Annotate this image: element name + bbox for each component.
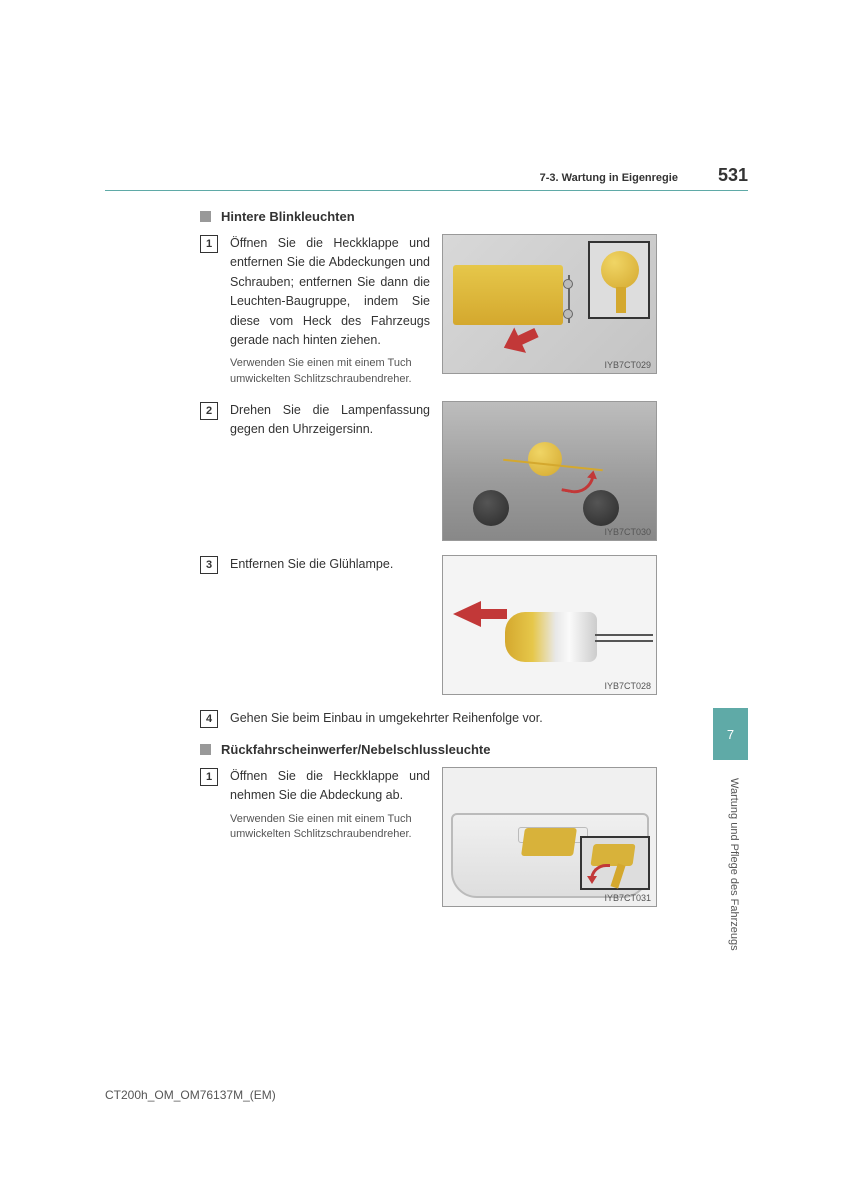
manual-page: 7-3. Wartung in Eigenregie 531 Hintere B… [0, 0, 848, 907]
inset-detail [580, 836, 650, 890]
section-heading: Rückfahrscheinwerfer/Nebelschlussleuchte [200, 742, 748, 757]
page-number: 531 [718, 165, 748, 186]
pull-arrow-shaft-icon [479, 609, 507, 619]
pull-arrow-head-icon [453, 601, 481, 627]
chapter-label: Wartung und Pflege des Fahrzeugs [728, 778, 740, 951]
screw-hole-icon [563, 279, 573, 289]
wire-icon [595, 640, 653, 642]
figure-tailgate-cover: IYB7CT031 [442, 767, 657, 907]
document-footer: CT200h_OM_OM76137M_(EM) [105, 1088, 276, 1102]
cover-panel-icon [590, 844, 635, 866]
figure-id: IYB7CT028 [604, 681, 651, 691]
section-title: Rückfahrscheinwerfer/Nebelschlussleuchte [221, 742, 491, 757]
screw-hole-icon [563, 309, 573, 319]
square-marker-icon [200, 211, 211, 222]
step-number-box: 4 [200, 710, 218, 728]
step-number-box: 1 [200, 235, 218, 253]
step-text: Drehen Sie die Lampenfassung gegen den U… [230, 401, 430, 440]
step-note: Verwenden Sie einen mit einem Tuch umwic… [230, 812, 430, 843]
step-row: 4 Gehen Sie beim Einbau in umgekehrter R… [200, 709, 748, 728]
figure-remove-bulb: IYB7CT028 [442, 555, 657, 695]
section-heading: Hintere Blinkleuchten [200, 209, 748, 224]
step-row: 2 Drehen Sie die Lampenfassung gegen den… [200, 401, 748, 541]
step-note: Verwenden Sie einen mit einem Tuch umwic… [230, 356, 430, 387]
screw-cover-icon [601, 251, 639, 289]
figure-socket-rotate: IYB7CT030 [442, 401, 657, 541]
figure-id: IYB7CT029 [604, 360, 651, 370]
cover-panel-icon [521, 828, 577, 856]
figure-id: IYB7CT030 [604, 527, 651, 537]
opening-icon [583, 490, 619, 526]
step-number-box: 3 [200, 556, 218, 574]
step-text-column: Öffnen Sie die Heckklappe und nehmen Sie… [230, 767, 430, 843]
step-row: 1 Öffnen Sie die Heckklappe und nehmen S… [200, 767, 748, 907]
step-text-column: Entfernen Sie die Glühlampe. [230, 555, 430, 574]
section-title: Hintere Blinkleuchten [221, 209, 355, 224]
pry-arrow-icon [590, 864, 610, 880]
opening-icon [473, 490, 509, 526]
screwdriver-icon [610, 863, 625, 888]
step-row: 1 Öffnen Sie die Heckklappe und entferne… [200, 234, 748, 387]
step-text: Entfernen Sie die Glühlampe. [230, 555, 430, 574]
inset-detail [588, 241, 650, 319]
page-content: Hintere Blinkleuchten 1 Öffnen Sie die H… [105, 209, 748, 907]
step-number-box: 2 [200, 402, 218, 420]
step-text: Öffnen Sie die Heckklappe und entfernen … [230, 234, 430, 350]
square-marker-icon [200, 744, 211, 755]
step-text: Gehen Sie beim Einbau in umgekehrter Rei… [230, 709, 543, 728]
section-path: 7-3. Wartung in Eigenregie [540, 172, 678, 184]
bulb-socket-icon [528, 442, 562, 476]
wire-icon [595, 634, 653, 636]
step-row: 3 Entfernen Sie die Glühlampe. IYB7CT028 [200, 555, 748, 695]
chapter-tab: 7 [713, 708, 748, 760]
step-text-column: Drehen Sie die Lampenfassung gegen den U… [230, 401, 430, 440]
bulb-socket-icon [505, 612, 597, 662]
step-text-column: Öffnen Sie die Heckklappe und entfernen … [230, 234, 430, 387]
chapter-number: 7 [727, 727, 734, 742]
figure-id: IYB7CT031 [604, 893, 651, 903]
step-number-box: 1 [200, 768, 218, 786]
screwdriver-icon [616, 287, 626, 313]
step-text: Öffnen Sie die Heckklappe und nehmen Sie… [230, 767, 430, 806]
tail-light-lens-icon [453, 265, 563, 325]
page-header: 7-3. Wartung in Eigenregie 531 [105, 165, 748, 191]
figure-tail-light: IYB7CT029 [442, 234, 657, 374]
